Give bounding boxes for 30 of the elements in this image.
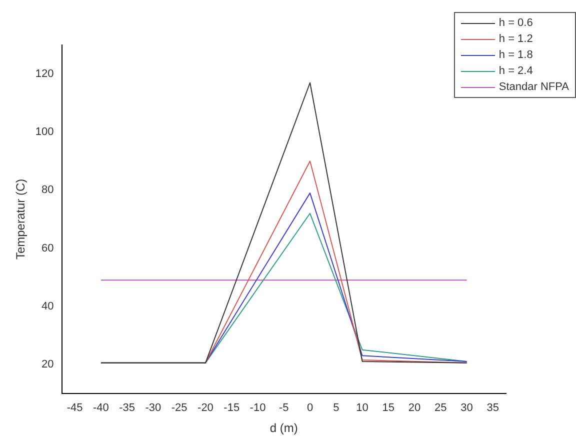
legend-label: Standar NFPA	[498, 81, 569, 93]
x-tick-label: -25	[171, 402, 188, 414]
x-tick-label: -45	[66, 402, 83, 414]
x-tick-label: 10	[356, 402, 368, 414]
x-tick-label: -20	[198, 402, 214, 414]
x-tick-label: -10	[250, 402, 266, 414]
legend-label: h = 1.2	[498, 33, 533, 45]
legend-label: h = 0.6	[498, 17, 533, 29]
x-tick-label: -30	[145, 402, 162, 414]
x-tick-label: 20	[408, 402, 421, 414]
y-tick-label: 40	[42, 300, 54, 312]
x-tick-label: 25	[434, 402, 447, 414]
x-tick-label: 30	[460, 402, 473, 414]
legend-label: h = 1.8	[498, 49, 533, 61]
y-tick-label: 80	[42, 184, 54, 196]
x-tick-label: -5	[278, 402, 289, 414]
x-tick-label: 0	[306, 402, 314, 414]
x-tick-label: 15	[382, 402, 395, 414]
y-tick-label: 20	[42, 358, 54, 370]
legend-label: h = 2.4	[498, 65, 533, 77]
y-tick-label: 100	[35, 126, 54, 138]
y-axis-title: Temperatur (C)	[14, 178, 28, 260]
x-tick-label: -35	[119, 402, 136, 414]
y-tick-label: 120	[35, 68, 54, 80]
x-tick-label: 35	[486, 402, 500, 414]
x-tick-label: 5	[333, 402, 340, 414]
x-tick-label: -40	[93, 402, 109, 414]
x-tick-label: -15	[224, 402, 240, 414]
y-tick-label: 60	[42, 242, 54, 254]
x-axis-title: d (m)	[270, 421, 298, 436]
